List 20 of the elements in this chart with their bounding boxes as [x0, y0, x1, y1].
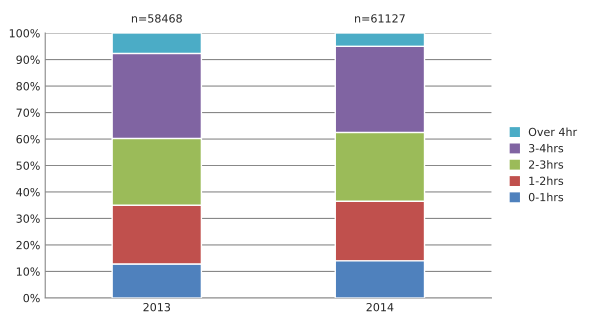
legend-label: 0-1hrs: [528, 192, 564, 202]
y-tick-label: 80%: [16, 82, 40, 90]
y-tick-label: 100%: [10, 29, 40, 38]
y-tick-label: 40%: [16, 188, 40, 196]
legend-label: 2-3hrs: [528, 160, 564, 169]
y-tick-label: 20%: [16, 240, 40, 250]
legend-label: 3-4hrs: [528, 144, 564, 152]
annotation: n=58468: [132, 14, 182, 23]
y-tick-label: 10%: [16, 267, 40, 276]
y-tick-label: 60%: [16, 134, 40, 144]
x-tick-label: 2014: [366, 302, 394, 312]
y-tick-label: 70%: [16, 108, 40, 117]
annotation: n=61127: [355, 14, 405, 23]
y-tick-label: 30%: [16, 214, 40, 223]
y-tick-label: 0%: [23, 294, 40, 302]
y-tick-label: 50%: [16, 161, 40, 170]
y-tick-label: 90%: [16, 56, 40, 64]
legend-label: 1-2hrs: [529, 176, 564, 186]
x-tick-label: 2013: [143, 302, 170, 312]
legend-label: Over 4hr: [528, 128, 578, 136]
